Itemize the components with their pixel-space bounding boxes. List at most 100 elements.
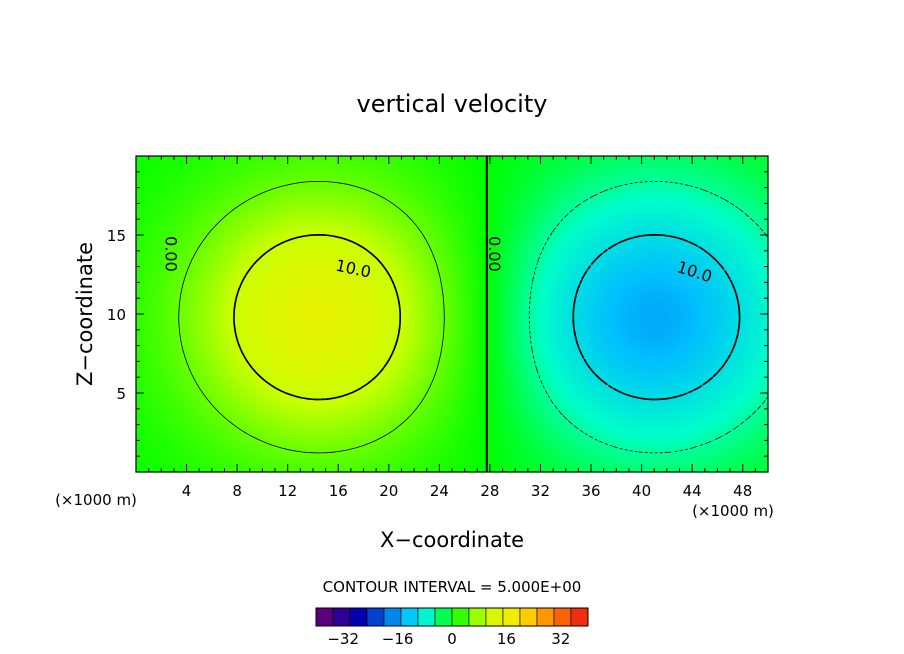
field-cell xyxy=(380,264,385,269)
field-cell xyxy=(356,412,361,417)
field-cell xyxy=(168,364,173,369)
field-cell xyxy=(296,356,301,361)
field-cell xyxy=(176,356,181,361)
field-cell xyxy=(324,376,329,381)
field-cell xyxy=(296,184,301,189)
field-cell xyxy=(216,236,221,241)
field-cell xyxy=(292,240,297,245)
field-cell xyxy=(372,460,377,465)
field-cell xyxy=(236,336,241,341)
field-cell xyxy=(368,248,373,253)
field-cell xyxy=(260,320,265,325)
field-cell xyxy=(340,184,345,189)
field-cell xyxy=(208,452,213,457)
field-cell xyxy=(296,260,301,265)
field-cell xyxy=(156,440,161,445)
field-cell xyxy=(220,232,225,237)
field-cell xyxy=(136,424,141,429)
field-cell xyxy=(320,332,325,337)
field-cell xyxy=(332,408,337,413)
field-cell xyxy=(360,340,365,345)
field-cell xyxy=(368,416,373,421)
field-cell xyxy=(384,352,389,357)
field-cell xyxy=(208,316,213,321)
field-cell xyxy=(156,360,161,365)
field-cell xyxy=(256,424,261,429)
field-cell xyxy=(144,436,149,441)
field-cell xyxy=(248,156,253,161)
field-cell xyxy=(144,420,149,425)
field-cell xyxy=(248,196,253,201)
field-cell xyxy=(248,356,253,361)
field-cell xyxy=(336,268,341,273)
field-cell xyxy=(356,156,361,161)
field-cell xyxy=(280,276,285,281)
field-cell xyxy=(164,232,169,237)
field-cell xyxy=(204,260,209,265)
field-cell xyxy=(344,352,349,357)
field-cell xyxy=(304,452,309,457)
field-cell xyxy=(308,196,313,201)
field-cell xyxy=(312,356,317,361)
field-cell xyxy=(284,440,289,445)
field-cell xyxy=(180,224,185,229)
field-cell xyxy=(368,324,373,329)
field-cell xyxy=(356,268,361,273)
field-cell xyxy=(268,236,273,241)
field-cell xyxy=(232,452,237,457)
field-cell xyxy=(204,320,209,325)
field-cell xyxy=(276,268,281,273)
field-cell xyxy=(244,172,249,177)
field-cell xyxy=(372,240,377,245)
field-cell xyxy=(368,388,373,393)
field-cell xyxy=(372,232,377,237)
field-cell xyxy=(264,308,269,313)
field-cell xyxy=(200,348,205,353)
field-cell xyxy=(288,272,293,277)
field-cell xyxy=(356,344,361,349)
field-cell xyxy=(296,220,301,225)
field-cell xyxy=(296,412,301,417)
field-cell xyxy=(336,244,341,249)
field-cell xyxy=(280,224,285,229)
field-cell xyxy=(152,432,157,437)
field-cell xyxy=(160,300,165,305)
field-cell xyxy=(192,292,197,297)
field-cell xyxy=(324,452,329,457)
field-cell xyxy=(360,284,365,289)
field-cell xyxy=(184,276,189,281)
field-cell xyxy=(308,168,313,173)
field-cell xyxy=(252,344,257,349)
field-cell xyxy=(284,252,289,257)
field-cell xyxy=(332,464,337,469)
field-cell xyxy=(200,340,205,345)
field-cell xyxy=(168,408,173,413)
field-cell xyxy=(284,156,289,161)
field-cell xyxy=(304,308,309,313)
field-cell xyxy=(372,380,377,385)
field-cell xyxy=(216,192,221,197)
field-cell xyxy=(352,212,357,217)
field-cell xyxy=(384,196,389,201)
field-cell xyxy=(324,216,329,221)
field-cell xyxy=(224,292,229,297)
field-cell xyxy=(388,404,393,409)
field-cell xyxy=(224,284,229,289)
field-cell xyxy=(312,288,317,293)
field-cell xyxy=(288,320,293,325)
field-cell xyxy=(348,468,353,472)
field-cell xyxy=(152,376,157,381)
field-cell xyxy=(284,280,289,285)
field-cell xyxy=(260,172,265,177)
field-cell xyxy=(288,440,293,445)
field-cell xyxy=(340,160,345,165)
field-cell xyxy=(336,264,341,269)
field-cell xyxy=(364,176,369,181)
field-cell xyxy=(300,296,305,301)
field-cell xyxy=(336,296,341,301)
field-cell xyxy=(176,340,181,345)
field-cell xyxy=(352,232,357,237)
field-cell xyxy=(304,380,309,385)
field-cell xyxy=(368,228,373,233)
field-cell xyxy=(300,216,305,221)
